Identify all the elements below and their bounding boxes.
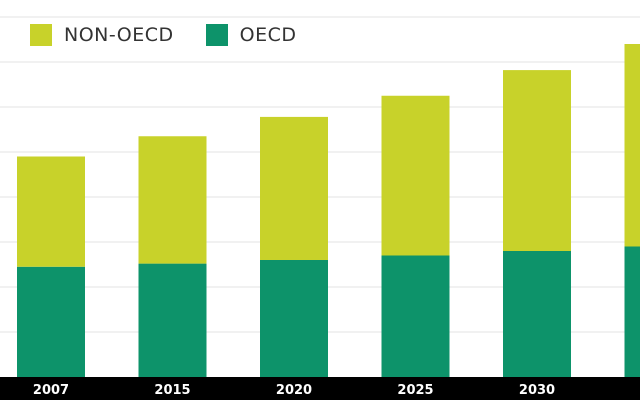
- x-tick-label-2007: 2007: [33, 383, 69, 398]
- legend-swatch-oecd: [205, 24, 228, 46]
- x-axis-band: [0, 377, 640, 400]
- bar-non-oecd-2020: [260, 116, 328, 261]
- bar-non-oecd-2015: [138, 136, 207, 264]
- bar-non-oecd-2025: [381, 95, 450, 256]
- bar-oecd-2007: [17, 266, 85, 377]
- bars: [17, 44, 640, 377]
- bar-oecd-2015: [138, 263, 207, 377]
- bar-non-oecd-2030: [503, 70, 571, 251]
- bar-non-oecd-2007: [17, 156, 85, 267]
- bar-non-oecd-2035: [624, 44, 640, 247]
- legend: NON-OECD OECD: [30, 24, 328, 46]
- x-tick-label-2015: 2015: [154, 383, 190, 398]
- bar-oecd-2030: [503, 251, 571, 377]
- legend-swatch-non-oecd: [30, 24, 52, 46]
- legend-item-non-oecd: NON-OECD: [30, 24, 174, 46]
- bar-oecd-2020: [260, 260, 328, 377]
- bar-oecd-2035: [624, 246, 640, 377]
- x-tick-label-2020: 2020: [276, 383, 312, 398]
- legend-item-oecd: OECD: [205, 24, 297, 46]
- bar-oecd-2025: [381, 255, 450, 377]
- x-tick-label-2025: 2025: [397, 383, 433, 398]
- legend-label-oecd: OECD: [239, 24, 297, 46]
- x-tick-label-2030: 2030: [519, 383, 555, 398]
- legend-label-non-oecd: NON-OECD: [64, 24, 174, 46]
